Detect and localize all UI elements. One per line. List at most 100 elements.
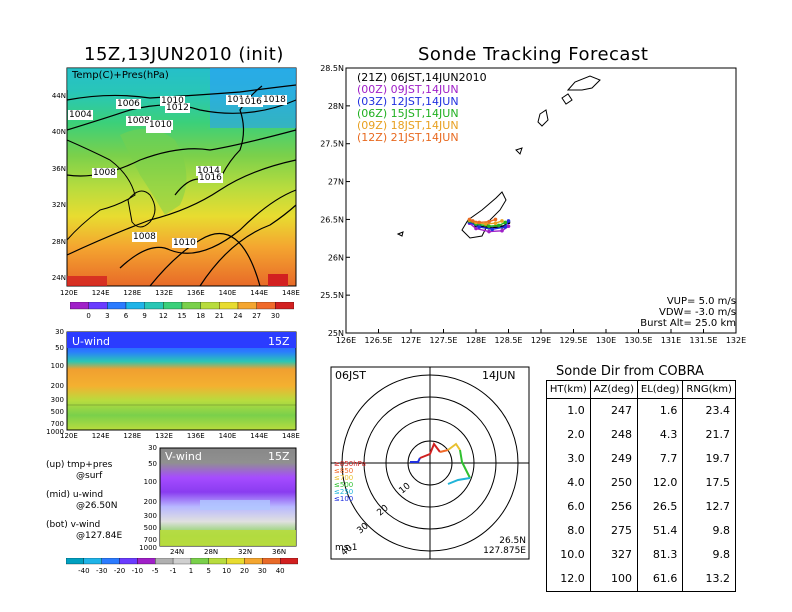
map-colorbar-swatch [200,302,220,310]
uwind-crosssection [66,331,297,431]
vwind-lat-ticks: 24N 28N 32N 36N [160,548,296,558]
tracking-lon-tick: 126.5E [365,336,393,345]
tracking-lon-tick: 128.5E [495,336,523,345]
vwind-colorbar-swatch [137,558,156,565]
vwind-p-tick: 500 [143,524,157,532]
tracking-lat-tick: 26.5N [320,215,344,224]
legend-bot-1: (bot) v-wind [46,520,101,530]
map-colorbar: 0 3 6 9 12 15 18 21 24 27 30 [70,302,294,320]
table-row: 4.0 250 12.0 17.5 [546,471,736,495]
table-cell: 4.3 [636,423,684,447]
table-row: 3.0 249 7.7 19.7 [546,447,736,471]
vwind-colorbar-swatch [262,558,281,565]
vwind-colorbar-label: -5 [152,567,159,575]
uwind-p-tick: 200 [50,382,64,390]
map-colorbar-swatch [163,302,183,310]
legend-tag: (06Z) [357,107,388,120]
uwind-p-tick: 1000 [46,428,64,436]
track-point [474,226,478,231]
sonde-table-body: 1.0 247 1.6 23.4 2.0 248 4.3 21.7 3.0 249 7.7 19.7 4… [546,398,736,592]
hodograph-segment [439,449,449,453]
track-point [493,221,498,226]
pressure-label: 1018 [262,95,287,105]
pressure-label: 1008 [132,232,157,242]
legend-tag: (03Z) [357,95,388,108]
table-cell: 17.5 [682,471,736,495]
map-colorbar-swatch [125,302,145,310]
tracking-lon-tick: 127.5E [430,336,458,345]
coastline [566,75,601,91]
map-lon-tick: 124E [91,289,110,297]
polar-level-label: ≤700 [334,474,354,482]
pressure-label: 1004 [68,110,93,120]
map-colorbar-label: 12 [159,312,168,320]
tracking-lon-tick: 130.5E [625,336,653,345]
pressure-label: 1014 [196,166,221,176]
uwind-lon-tick: 144E [250,432,269,440]
hodograph-segment [447,442,461,451]
uwind-lon-tick: 148E [282,432,300,440]
vwind-p-tick: 1000 [139,544,157,552]
table-cell: 7.7 [636,447,684,471]
vdw-value: VDW= -3.0 m/s [659,307,736,318]
table-row: 12.0 100 61.6 13.2 [546,567,736,592]
polar-level-label: ≥850hPa [334,460,366,468]
vwind-colorbar-swatch [83,558,102,565]
table-cell: 13.2 [682,567,736,592]
tracking-legend-entry: (09Z) 18JST,14JUN [357,120,487,132]
vwind-colorbar-swatch [172,558,192,565]
coastline [396,231,404,237]
coastline [515,147,523,155]
coastline [561,93,573,105]
polar-level-label: ≤250 [334,488,354,496]
uwind-p-tick: 100 [50,362,64,370]
map-colorbar-label: 18 [196,312,205,320]
track-point [477,225,482,229]
vwind-colorbar-label: 10 [222,567,231,575]
vwind-p-tick: 300 [143,512,157,520]
map-colorbar-label: 15 [178,312,187,320]
pressure-label: 1008 [126,116,151,126]
pressure-label: 1006 [116,99,141,109]
map-lon-tick: 148E [282,289,300,297]
legend-up-1: (up) tmp+pres [46,460,113,470]
legend-tag: (12Z) [357,131,388,144]
track-point [470,219,475,223]
sonde-table-header-cell: EL(deg) [636,380,684,399]
pressure-label: 1016 [238,97,263,107]
sonde-table: HT(km) AZ(deg) EL(deg) RNG(km) 1.0 247 1.6 23.… [546,380,736,592]
tracking-lat-tick: 27.5N [320,140,344,149]
tracking-lat-tick: 26N [328,253,344,262]
polar-level-label: ≤850 [334,467,354,475]
polar-level-label: ≤500 [334,481,354,489]
vwind-colorbar-label: 30 [258,567,267,575]
track-point [487,229,491,234]
uwind-p-tick: 300 [50,396,64,404]
map-lon-tick: 140E [218,289,237,297]
pressure-label: 1010 [160,96,185,106]
map-lat-tick: 24N [51,274,66,282]
map-lon-tick: 128E [123,289,142,297]
vwind-p-tick: 700 [143,536,157,544]
table-cell: 2.0 [546,423,591,447]
map-colorbar-label: 6 [124,312,129,320]
tracking-legend: (21Z) 06JST,14JUN2010 (00Z) 09JST,14JUN (0… [357,72,487,144]
uwind-lon-tick: 132E [155,432,173,440]
tracking-lon-tick: 126E [336,336,356,345]
uwind-lon-tick: 120E [60,432,78,440]
table-cell: 3.0 [546,447,591,471]
vwind-colorbar-swatch [226,558,245,565]
sonde-table-header-cell: RNG(km) [682,380,736,399]
legend-label: 21JST,14JUN [387,131,459,144]
pressure-label: 1012 [165,103,190,113]
map-colorbar-label: 3 [105,312,109,320]
tracking-lat-tick: 27N [328,178,344,187]
track-point [500,228,504,233]
tracking-legend-entry: (12Z) 21JST,14JUN [357,132,487,144]
sonde-table-title: Sonde Dir from COBRA [556,364,704,379]
vwind-pressure-ticks: 30 50 100 200 300 500 700 1000 [133,444,159,552]
vwind-colorbar-label: -30 [96,567,107,575]
tracking-lon-tick: 132E [726,336,746,345]
panel-legend: (up) tmp+pres @surf (mid) u-wind @26.50N… [46,460,122,542]
